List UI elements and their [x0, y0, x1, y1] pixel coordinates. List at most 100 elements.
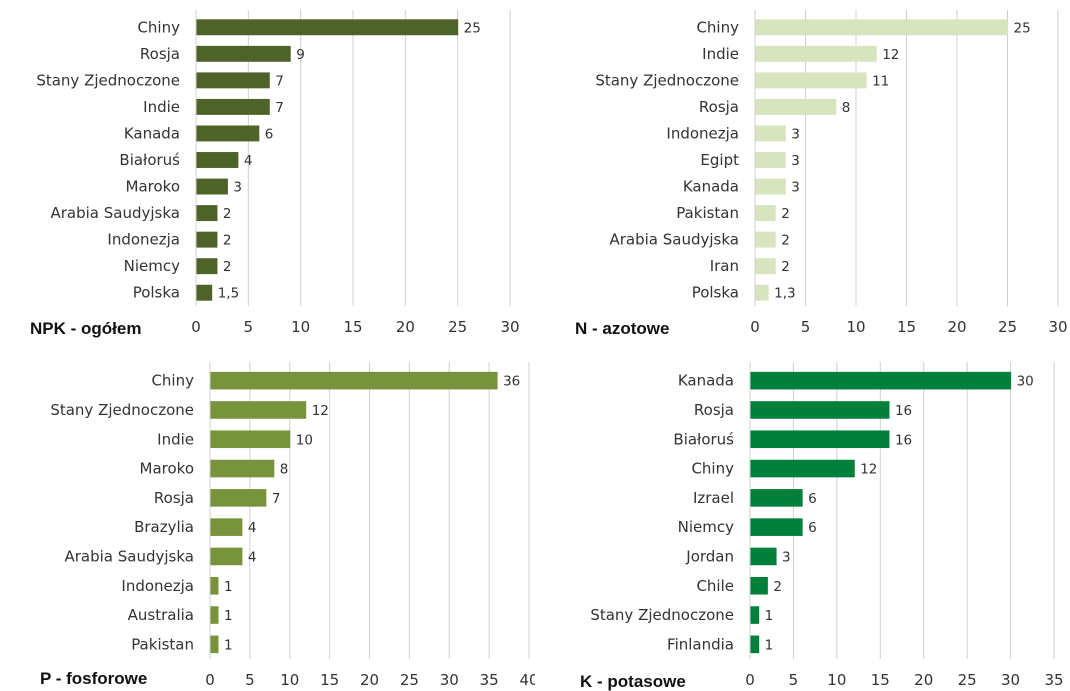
k-category-label: Niemcy: [678, 518, 734, 536]
p-tick-label: 15: [320, 671, 339, 689]
p-category-label: Pakistan: [131, 635, 194, 653]
k-bar: [750, 430, 890, 449]
k-bar: [750, 371, 1012, 390]
npk-tick-label: 0: [191, 318, 201, 336]
k-data-label: 6: [808, 520, 817, 536]
p-tick-label: 5: [245, 671, 255, 689]
npk-data-label: 7: [275, 73, 284, 89]
p-category-label: Maroko: [140, 460, 194, 478]
k-data-label: 1: [765, 608, 774, 624]
n-tick-label: 20: [947, 318, 966, 336]
p-data-label: 10: [296, 432, 313, 448]
n-data-label: 3: [791, 126, 800, 142]
k-bar: [750, 489, 803, 507]
chart-k: 0 5 10 15 20 25 30 35 Kanada 30 Rosja 16 Białoruś 16 C…: [535, 345, 1070, 691]
n-tick-label: 5: [801, 318, 811, 336]
k-category-label: Rosja: [694, 401, 734, 419]
p-bar: [210, 430, 291, 449]
n-data-label: 8: [842, 100, 851, 116]
k-bar: [750, 606, 760, 624]
npk-tick-label: 20: [396, 318, 415, 336]
p-category-label: Stany Zjednoczone: [50, 401, 194, 419]
p-tick-label: 0: [205, 671, 215, 689]
n-category-label: Arabia Saudyjska: [610, 231, 740, 249]
k-bar: [750, 576, 768, 595]
k-tick-label: 30: [1001, 671, 1020, 689]
p-category-label: Arabia Saudyjska: [65, 547, 195, 565]
npk-data-label: 9: [296, 47, 305, 63]
npk-data-label: 3: [233, 180, 242, 196]
p-tick-label: 20: [360, 671, 379, 689]
k-data-label: 30: [1017, 374, 1034, 390]
npk-category-label: Niemcy: [124, 257, 180, 275]
k-tick-label: 5: [789, 671, 799, 689]
n-category-label: Indie: [702, 45, 739, 63]
npk-category-label: Polska: [133, 284, 180, 302]
npk-bar: [196, 152, 239, 168]
k-bar: [750, 635, 760, 654]
p-bar: [210, 606, 219, 624]
npk-data-label: 2: [223, 206, 232, 222]
n-bar: [755, 125, 786, 142]
p-category-label: Indonezja: [121, 577, 194, 595]
p-data-label: 1: [224, 608, 233, 624]
k-category-label: Jordan: [685, 547, 734, 565]
p-data-label: 36: [503, 374, 520, 390]
n-bar: [755, 152, 786, 168]
chart-p: 0 5 10 15 20 25 30 35 40 Chiny 36 Stany Zjednoczone…: [0, 345, 535, 691]
npk-bar: [196, 98, 270, 115]
p-bar: [210, 518, 243, 536]
npk-data-label: 1,5: [218, 286, 239, 302]
n-category-label: Stany Zjednoczone: [595, 71, 739, 89]
n-data-label: 3: [791, 180, 800, 196]
n-category-label: Kanada: [683, 178, 739, 196]
n-data-label: 2: [781, 233, 790, 249]
npk-bar: [196, 231, 218, 248]
k-bar: [750, 459, 855, 478]
n-tick-label: 10: [846, 318, 865, 336]
npk-category-label: Stany Zjednoczone: [36, 71, 180, 89]
n-chart-title: N - azotowe: [575, 319, 669, 338]
p-category-label: Indie: [157, 430, 194, 448]
npk-category-label: Indonezja: [107, 231, 180, 249]
chart-n-svg: 0 5 10 15 20 25 30 Chiny 25 Indie 12 Stany Zjednocz…: [575, 10, 1068, 338]
p-data-label: 4: [248, 520, 257, 536]
p-tick-label: 40: [519, 671, 535, 689]
n-bar: [755, 72, 867, 89]
k-category-label: Chile: [696, 577, 734, 595]
k-category-label: Stany Zjednoczone: [590, 606, 734, 624]
p-category-label: Rosja: [154, 489, 194, 507]
k-chart-title: K - potasowe: [580, 672, 686, 691]
chart-p-svg: 0 5 10 15 20 25 30 35 40 Chiny 36 Stany Zjednoczone…: [40, 362, 535, 689]
k-category-label: Chiny: [691, 460, 734, 478]
p-data-label: 7: [272, 491, 281, 507]
npk-category-label: Arabia Saudyjska: [51, 204, 181, 222]
npk-category-label: Chiny: [137, 18, 180, 36]
npk-tick-label: 10: [291, 318, 310, 336]
n-category-label: Polska: [692, 284, 739, 302]
p-bar: [210, 401, 307, 419]
k-bar: [750, 401, 890, 419]
p-category-label: Brazylia: [134, 518, 194, 536]
npk-bar: [196, 284, 213, 301]
k-data-label: 1: [765, 637, 774, 653]
npk-tick-label: 5: [244, 318, 254, 336]
n-data-label: 25: [1014, 20, 1031, 36]
n-tick-label: 15: [897, 318, 916, 336]
npk-data-label: 7: [275, 100, 284, 116]
npk-category-label: Indie: [143, 98, 180, 116]
npk-bar: [196, 19, 459, 36]
k-tick-label: 35: [1044, 671, 1063, 689]
n-bar: [755, 178, 786, 195]
k-tick-label: 0: [745, 671, 755, 689]
k-category-label: Izrael: [693, 489, 734, 507]
npk-data-label: 4: [244, 153, 253, 169]
chart-npk-svg: 0 5 10 15 20 25 30 Chiny 25 Rosja 9 Stany Zjednoczo…: [30, 10, 520, 338]
npk-chart-title: NPK - ogółem: [30, 319, 141, 338]
n-bar: [755, 231, 776, 248]
npk-category-label: Rosja: [140, 45, 180, 63]
p-bar: [210, 459, 275, 478]
chart-npk: 0 5 10 15 20 25 30 Chiny 25 Rosja 9 Stany Zjednoczo…: [0, 0, 535, 345]
n-bar: [755, 205, 776, 222]
